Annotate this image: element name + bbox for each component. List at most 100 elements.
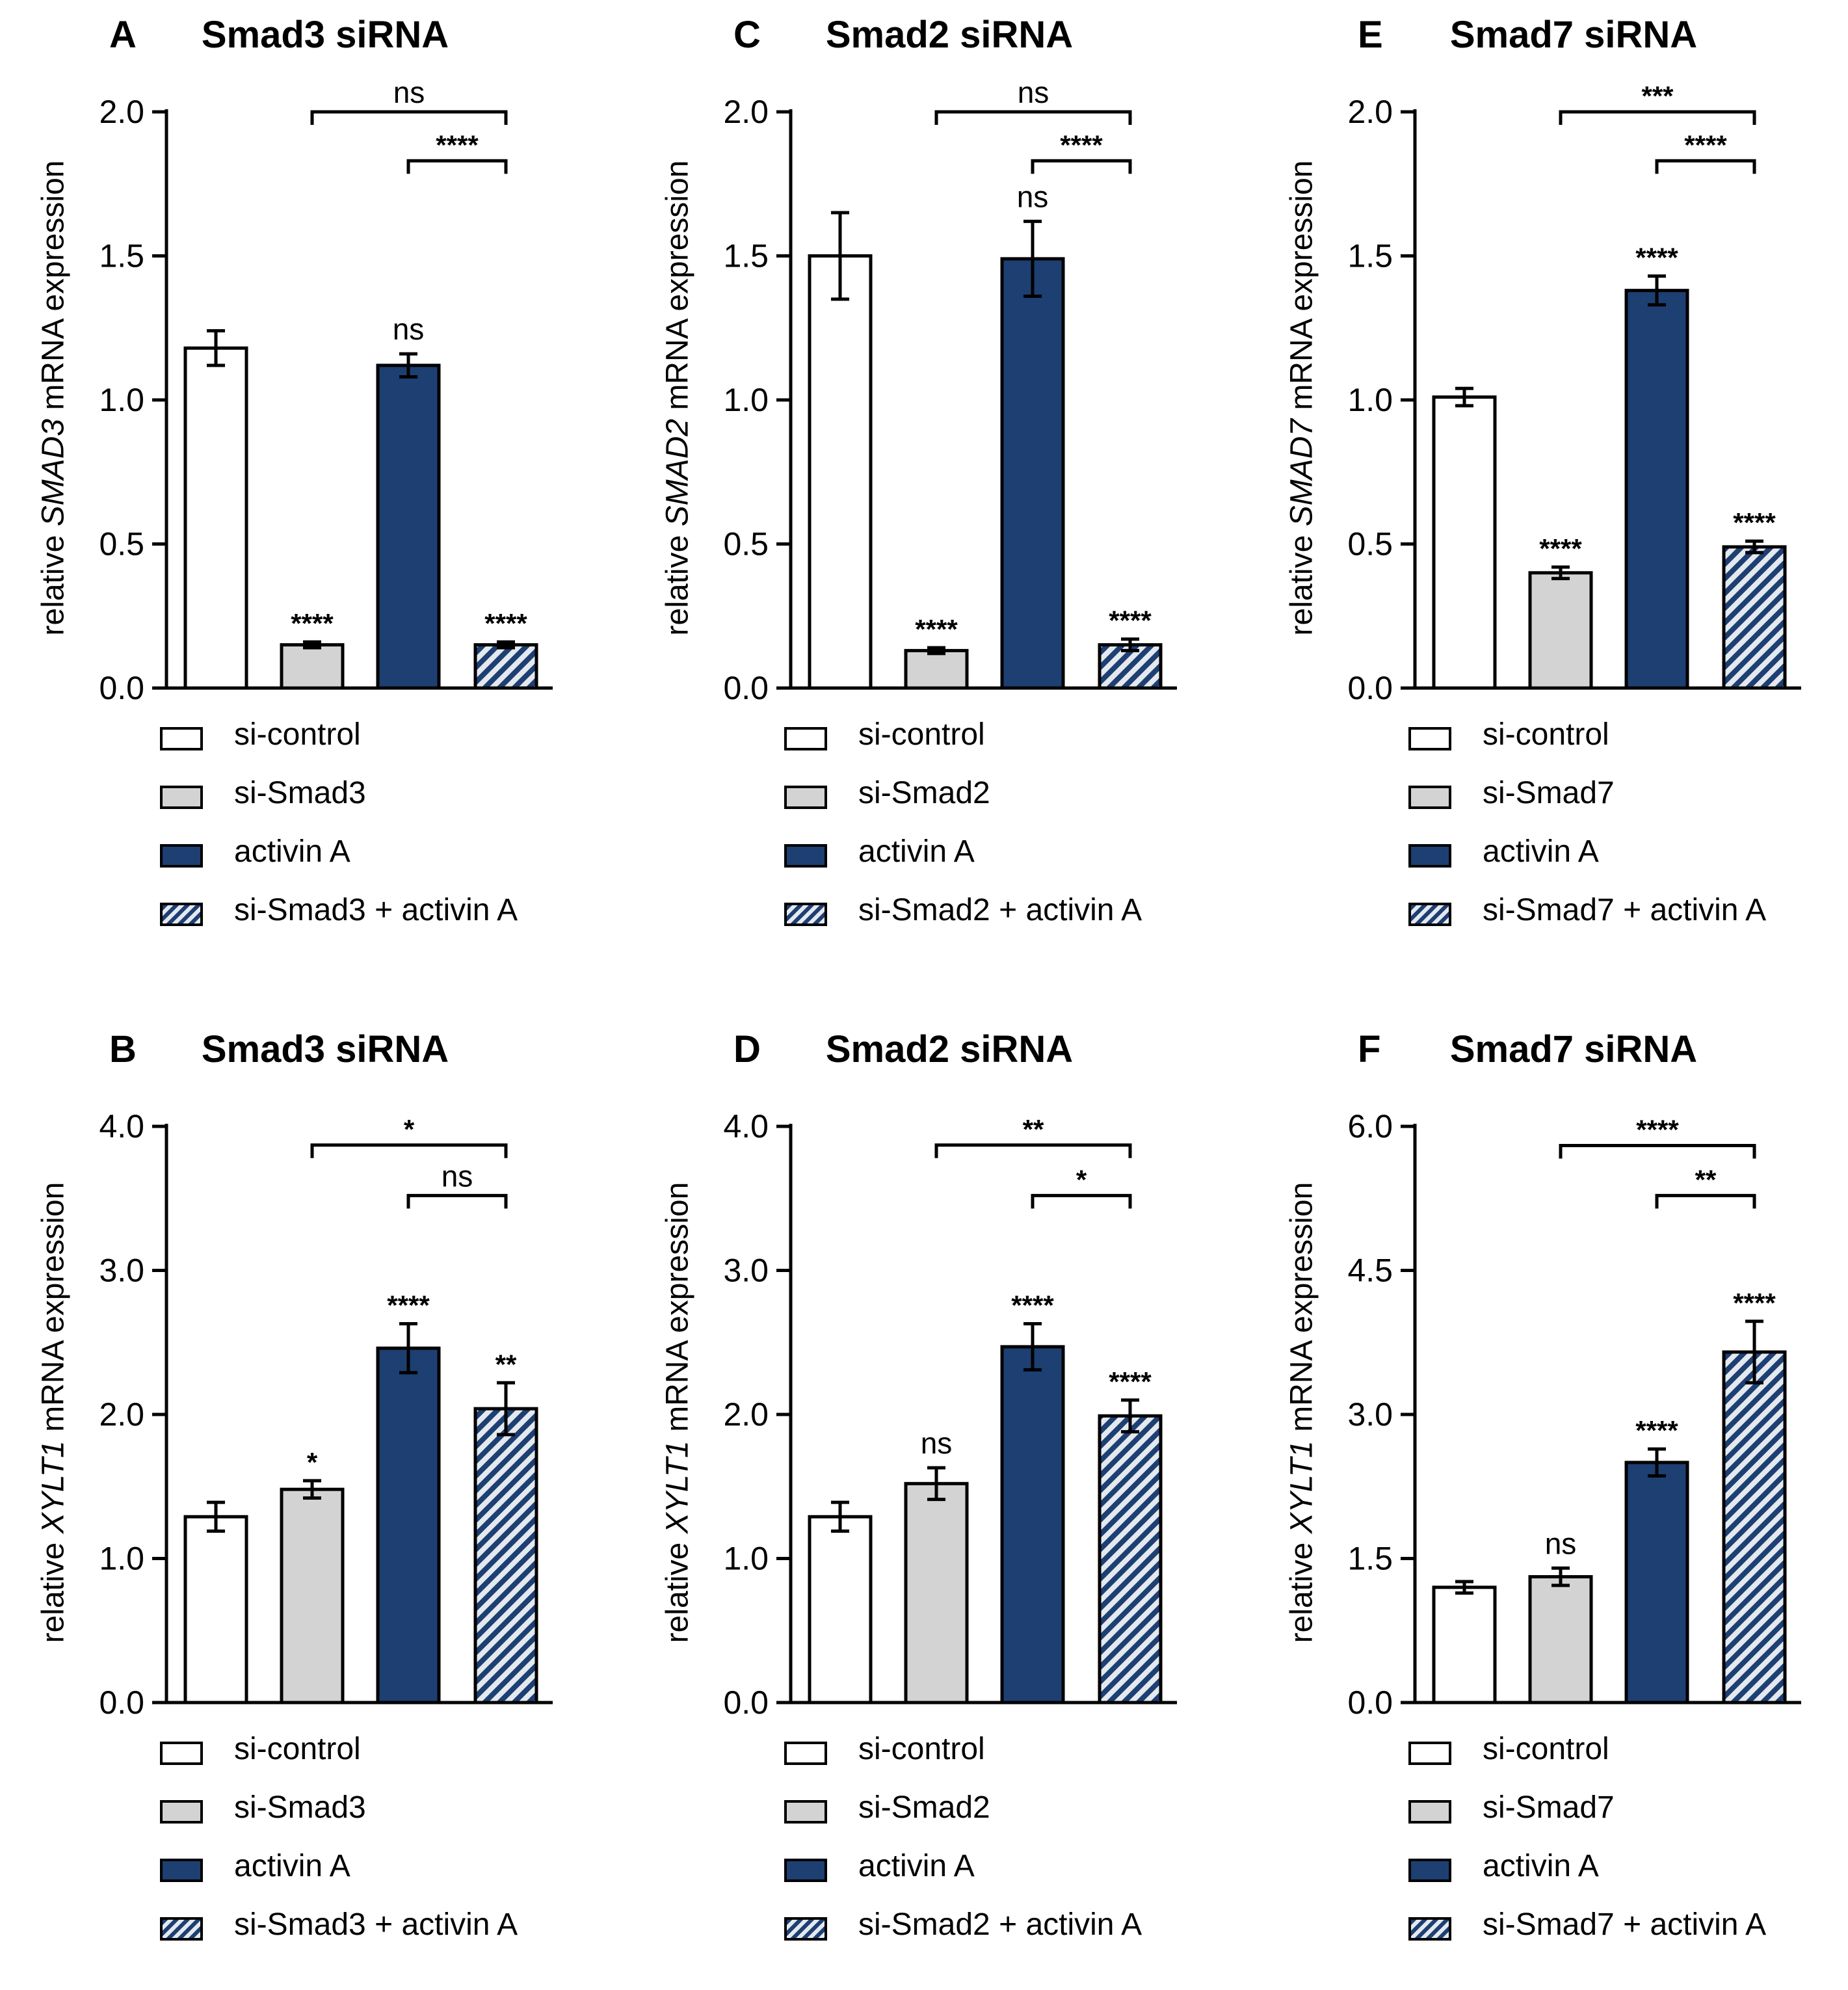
legend-swatch xyxy=(1408,903,1451,926)
bracket-label: ns xyxy=(393,75,425,109)
chart-title: Smad2 siRNA xyxy=(825,1028,1074,1070)
y-tick-label: 0.0 xyxy=(1347,1684,1393,1721)
legend-label: si-Smad2 xyxy=(858,1790,990,1825)
bar-1 xyxy=(183,346,248,690)
comparison-bracket xyxy=(1559,110,1756,125)
legend-label: si-Smad3 + activin A xyxy=(234,893,518,927)
y-tick-label: 3.0 xyxy=(99,1253,144,1289)
y-tick-label: 2.0 xyxy=(1347,94,1393,130)
legend-swatch xyxy=(784,1800,827,1824)
legend-label: si-Smad2 xyxy=(858,776,990,810)
comparison-bracket xyxy=(934,1143,1132,1158)
legend-label: si-control xyxy=(1483,717,1609,752)
comparison-bracket xyxy=(406,159,508,174)
significance-label: * xyxy=(307,1447,318,1478)
bracket-label: ** xyxy=(1695,1164,1717,1195)
bar-1 xyxy=(808,1515,873,1705)
significance-label: ** xyxy=(495,1349,517,1379)
legend-label: si-control xyxy=(234,717,361,752)
bar-3 xyxy=(1000,1345,1065,1705)
panel-letter: F xyxy=(1358,1028,1381,1070)
legend-swatch xyxy=(784,1917,827,1941)
legend-swatch xyxy=(784,844,827,868)
bar-1 xyxy=(183,1515,248,1705)
comparison-bracket xyxy=(934,110,1132,125)
y-tick-label: 1.5 xyxy=(1347,1541,1393,1577)
legend-label: activin A xyxy=(858,834,975,869)
panel-e: E Smad7 siRNA relative SMAD7 mRNA expressi… xyxy=(1255,0,1848,975)
legend-label: si-Smad7 + activin A xyxy=(1483,1907,1767,1942)
legend-label: activin A xyxy=(1483,1849,1599,1883)
legend-swatch xyxy=(160,1800,203,1824)
legend-swatch xyxy=(1408,844,1451,868)
panel-d: D Smad2 siRNA relative XYLT1 mRNA expressi… xyxy=(631,1015,1242,1990)
significance-label: **** xyxy=(484,608,527,639)
legend-swatch xyxy=(784,1742,827,1765)
y-tick-label: 3.0 xyxy=(723,1253,769,1289)
plot-area: 0.0 0.5 1.0 1.5 2.0 **** ns **** ns **** xyxy=(723,75,1177,706)
significance-label: **** xyxy=(1733,507,1776,538)
y-tick-label: 6.0 xyxy=(1347,1108,1393,1145)
bracket-label: *** xyxy=(1641,81,1674,111)
legend-label: si-Smad7 + activin A xyxy=(1483,893,1767,927)
y-tick-label: 0.0 xyxy=(99,1684,144,1721)
y-tick-label: 1.0 xyxy=(99,382,144,418)
legend-label: activin A xyxy=(234,1849,350,1883)
significance-label: **** xyxy=(291,608,334,639)
y-tick-label: 2.0 xyxy=(723,1396,769,1433)
significance-label: **** xyxy=(1539,533,1582,564)
significance-label: ns xyxy=(1017,179,1049,213)
legend-label: si-Smad7 xyxy=(1483,1790,1615,1825)
legend-swatch xyxy=(160,844,203,868)
legend-swatch xyxy=(1408,786,1451,809)
bracket-label: ns xyxy=(1018,75,1049,109)
y-tick-label: 0.0 xyxy=(99,670,144,706)
legend-label: activin A xyxy=(234,834,350,869)
legend-swatch xyxy=(160,1859,203,1882)
bracket-label: ** xyxy=(1023,1114,1044,1145)
legend-swatch xyxy=(160,786,203,809)
bar-3 xyxy=(376,1346,441,1705)
bar-3 xyxy=(376,364,441,690)
legend-label: si-Smad2 + activin A xyxy=(858,893,1142,927)
bracket-label: * xyxy=(1076,1164,1087,1195)
legend-swatch xyxy=(1408,1742,1451,1765)
significance-label: **** xyxy=(1635,243,1678,273)
bar-2 xyxy=(904,648,969,690)
panel-letter: B xyxy=(109,1028,137,1070)
bar-2 xyxy=(280,1487,345,1705)
panel-letter: D xyxy=(733,1028,761,1070)
panel-f: F Smad7 siRNA relative XYLT1 mRNA expressi… xyxy=(1255,1015,1848,1990)
legend-label: si-control xyxy=(234,1732,361,1766)
significance-label: ns xyxy=(1545,1526,1577,1560)
bar-2 xyxy=(904,1481,969,1705)
legend-swatch xyxy=(784,727,827,750)
legend-label: si-control xyxy=(1483,1732,1609,1766)
bar-4 xyxy=(1098,1414,1163,1705)
comparison-bracket xyxy=(310,110,508,125)
bar-4 xyxy=(473,1407,538,1705)
y-tick-label: 2.0 xyxy=(99,94,144,130)
y-tick-label: 0.0 xyxy=(723,670,769,706)
bracket-label: * xyxy=(404,1114,415,1145)
y-tick-label: 0.0 xyxy=(723,1684,769,1721)
bracket-label: **** xyxy=(436,129,479,160)
plot-area: 0.01.02.03.04.0ns*********** xyxy=(723,1108,1177,1721)
bar-3 xyxy=(1624,289,1689,690)
legend-swatch xyxy=(1408,1800,1451,1824)
legend-swatch xyxy=(1408,1917,1451,1941)
significance-label: **** xyxy=(1733,1288,1776,1318)
legend-swatch xyxy=(784,903,827,926)
bar-1 xyxy=(1432,395,1497,690)
plot-area: 0.01.02.03.04.0********ns xyxy=(99,1108,553,1721)
bar-4 xyxy=(473,643,538,690)
y-tick-label: 0.5 xyxy=(99,526,144,563)
panel-letter: A xyxy=(109,14,137,56)
panel-b: B Smad3 siRNA relative XYLT1 mRNA expressi… xyxy=(7,1015,618,1990)
significance-label: **** xyxy=(1635,1415,1678,1446)
y-tick-label: 1.5 xyxy=(1347,238,1393,274)
legend-swatch xyxy=(1408,1859,1451,1882)
y-tick-label: 3.0 xyxy=(1347,1396,1393,1433)
chart-title: Smad7 siRNA xyxy=(1449,14,1698,56)
comparison-bracket xyxy=(1031,159,1132,174)
